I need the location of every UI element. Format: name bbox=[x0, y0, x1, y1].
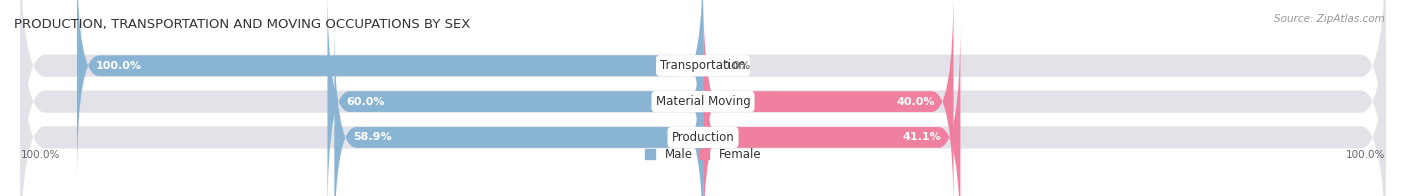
Text: Source: ZipAtlas.com: Source: ZipAtlas.com bbox=[1274, 14, 1385, 24]
Text: 0.0%: 0.0% bbox=[721, 61, 749, 71]
Text: 100.0%: 100.0% bbox=[96, 61, 142, 71]
Text: 60.0%: 60.0% bbox=[346, 97, 384, 107]
FancyBboxPatch shape bbox=[703, 22, 960, 196]
Text: 100.0%: 100.0% bbox=[20, 150, 59, 160]
Text: 58.9%: 58.9% bbox=[353, 132, 391, 142]
FancyBboxPatch shape bbox=[20, 0, 1386, 196]
Text: Production: Production bbox=[672, 131, 734, 144]
Text: PRODUCTION, TRANSPORTATION AND MOVING OCCUPATIONS BY SEX: PRODUCTION, TRANSPORTATION AND MOVING OC… bbox=[14, 18, 471, 31]
Legend: Male, Female: Male, Female bbox=[645, 148, 761, 161]
FancyBboxPatch shape bbox=[328, 0, 703, 196]
Text: 100.0%: 100.0% bbox=[1347, 150, 1386, 160]
FancyBboxPatch shape bbox=[703, 0, 953, 196]
Text: Material Moving: Material Moving bbox=[655, 95, 751, 108]
Text: 41.1%: 41.1% bbox=[903, 132, 942, 142]
Text: Transportation: Transportation bbox=[661, 59, 745, 72]
FancyBboxPatch shape bbox=[20, 5, 1386, 196]
FancyBboxPatch shape bbox=[77, 0, 703, 181]
FancyBboxPatch shape bbox=[20, 0, 1386, 196]
Text: 40.0%: 40.0% bbox=[896, 97, 935, 107]
FancyBboxPatch shape bbox=[335, 22, 703, 196]
